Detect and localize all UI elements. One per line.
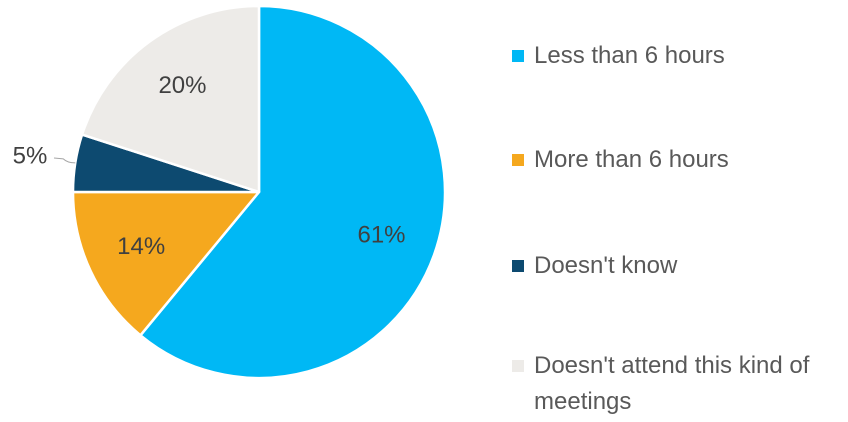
legend-swatch-doesnt-know xyxy=(512,260,524,272)
data-label-doesnt-attend: 20% xyxy=(158,72,206,99)
leader-line-doesnt-know xyxy=(53,157,76,164)
legend-swatch-more-than-6-hours xyxy=(512,154,524,166)
legend-item-doesnt-attend: Doesn't attend this kind of meetings xyxy=(512,348,848,420)
legend-label-less-than-6-hours: Less than 6 hours xyxy=(534,42,725,69)
legend-swatch-less-than-6-hours xyxy=(512,50,524,62)
pie-slice-less-than-6-hours xyxy=(139,4,447,380)
pie-plot-area: 61% 14% 5% 20% xyxy=(13,4,447,380)
legend-item-more-than-6-hours: More than 6 hours xyxy=(512,142,848,178)
data-label-more-than-6-hours: 14% xyxy=(117,233,165,260)
data-label-doesnt-know: 5% xyxy=(13,142,48,169)
data-label-less-than-6-hours: 61% xyxy=(357,221,405,248)
legend-item-less-than-6-hours: Less than 6 hours xyxy=(512,38,848,74)
legend-label-doesnt-know: Doesn't know xyxy=(534,252,678,279)
legend-label-doesnt-attend: Doesn't attend this kind of meetings xyxy=(534,352,810,415)
legend-swatch-doesnt-attend xyxy=(512,360,524,372)
pie-slice-doesnt-attend xyxy=(80,4,261,194)
legend-item-doesnt-know: Doesn't know xyxy=(512,248,848,284)
legend-label-more-than-6-hours: More than 6 hours xyxy=(534,146,729,173)
pie-slice-more-than-6-hours xyxy=(71,190,261,337)
